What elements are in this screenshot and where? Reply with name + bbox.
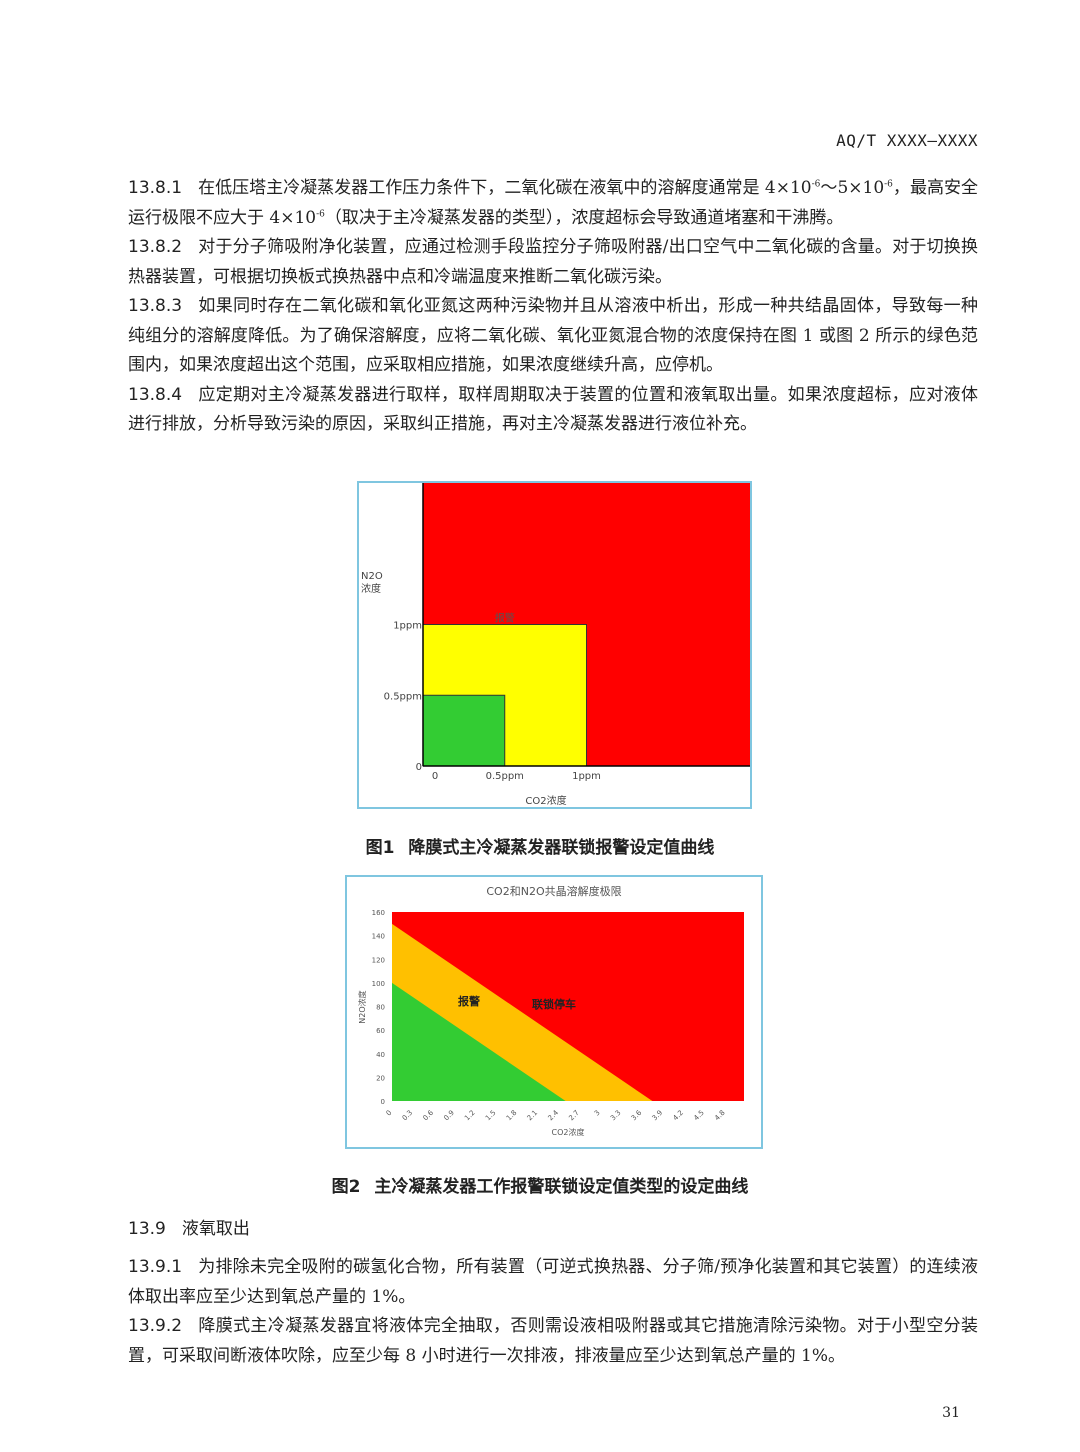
- x-tick-label: 1.2: [463, 1109, 477, 1123]
- x-tick-label: 0: [385, 1109, 394, 1118]
- y-tick-label: 80: [376, 1004, 385, 1012]
- y-tick-label: 100: [372, 980, 385, 988]
- section-heading: 13.9 液氧取出: [128, 1214, 250, 1239]
- paragraph: 13.8.2 对于分子筛吸附净化装置，应通过检测手段监控分子筛吸附器/出口空气中二…: [128, 233, 978, 292]
- section-title: 液氧取出: [181, 1219, 250, 1239]
- x-axis-label: CO2浓度: [525, 794, 566, 807]
- paragraph: 13.9.1 为排除未完全吸附的碳氢化合物，所有装置（可逆式换热器、分子筛/预净化…: [128, 1253, 978, 1312]
- clause-number: 13.8.3: [128, 296, 183, 316]
- figure-2-caption-text: 主冷凝蒸发器工作报警联锁设定值类型的设定曲线: [374, 1177, 749, 1197]
- paragraph: 13.8.1 在低压塔主冷凝蒸发器工作压力条件下，二氧化碳在液氧中的溶解度通常是 …: [128, 174, 978, 233]
- x-tick-label: 2.7: [567, 1109, 581, 1123]
- document-code: AQ/T XXXX—XXXX: [836, 131, 978, 150]
- x-tick-label: 0.5ppm: [486, 771, 524, 782]
- superscript: -6: [316, 208, 325, 219]
- paragraph-text: 为排除未完全吸附的碳氢化合物，所有装置（可逆式换热器、分子筛/预净化装置和其它装…: [128, 1257, 978, 1307]
- y-axis-label: N2O浓度: [357, 990, 367, 1023]
- paragraph-text: ，最高安全运行极限不应大于 4×10: [128, 178, 978, 228]
- paragraph-text: 如果同时存在二氧化碳和氧化亚氮这两种污染物并且从溶液中析出，形成一种共结晶固体，…: [128, 296, 978, 375]
- figure-2: CO2和N2O共晶溶解度极限报警 联锁停车 0 20 40 60 80 100 120 140 16…: [345, 875, 763, 1149]
- paragraph: 13.8.3 如果同时存在二氧化碳和氧化亚氮这两种污染物并且从溶液中析出，形成一种…: [128, 292, 978, 381]
- y-tick-label: 0: [381, 1098, 385, 1106]
- paragraph-text: （取决于主冷凝蒸发器的类型），浓度超标会导致通道堵塞和干沸腾。: [324, 207, 844, 228]
- paragraph-text: 降膜式主冷凝蒸发器宜将液体完全抽取，否则需设液相吸附器或其它措施清除污染物。对于…: [128, 1316, 978, 1366]
- chart-title: CO2和N2O共晶溶解度极限: [486, 884, 621, 898]
- x-tick-label: 0.3: [401, 1109, 415, 1123]
- x-tick-label: 3.9: [651, 1109, 665, 1123]
- x-tick-label: 4.2: [671, 1109, 685, 1123]
- clause-number: 13.9.2: [128, 1316, 183, 1336]
- body-text-13-8: 13.8.1 在低压塔主冷凝蒸发器工作压力条件下，二氧化碳在液氧中的溶解度通常是 …: [128, 174, 978, 440]
- region-label: 报警: [458, 994, 480, 1008]
- y-tick-label: 20: [376, 1074, 385, 1082]
- region-label: 报警: [495, 612, 515, 625]
- x-tick-label: 0.6: [422, 1108, 436, 1122]
- y-tick-label: 160: [372, 909, 385, 917]
- y-tick-label: 1ppm: [393, 621, 422, 632]
- x-tick-label: 0: [432, 771, 438, 782]
- paragraph-text: 在低压塔主冷凝蒸发器工作压力条件下，二氧化碳在液氧中的溶解度通常是 4×10: [198, 178, 812, 198]
- x-tick-label: 1ppm: [572, 771, 601, 782]
- body-text-13-9: 13.9.1 为排除未完全吸附的碳氢化合物，所有装置（可逆式换热器、分子筛/预净化…: [128, 1253, 978, 1371]
- clause-number: 13.8.2: [128, 237, 183, 257]
- paragraph-text: 对于分子筛吸附净化装置，应通过检测手段监控分子筛吸附器/出口空气中二氧化碳的含量…: [128, 237, 978, 287]
- paragraph: 13.8.4 应定期对主冷凝蒸发器进行取样，取样周期取决于装置的位置和液氧取出量。…: [128, 381, 978, 440]
- y-tick-label: 40: [376, 1051, 385, 1059]
- figure-2-label: 图2: [331, 1177, 361, 1197]
- figure-2-caption: 图2 主冷凝蒸发器工作报警联锁设定值类型的设定曲线: [0, 1172, 1080, 1197]
- clause-number: 13.8.1: [128, 178, 183, 198]
- paragraph-text: 应定期对主冷凝蒸发器进行取样，取样周期取决于装置的位置和液氧取出量。如果浓度超标…: [128, 384, 978, 435]
- page-number: 31: [942, 1405, 960, 1421]
- clause-number: 13.9.1: [128, 1257, 183, 1277]
- y-axis-label: N2O: [361, 571, 383, 582]
- y-tick-label: 140: [372, 933, 385, 941]
- figure-1-caption-text: 降膜式主冷凝蒸发器联锁报警设定值曲线: [408, 838, 715, 858]
- figure-1-caption: 图1 降膜式主冷凝蒸发器联锁报警设定值曲线: [0, 833, 1080, 858]
- y-axis-label: 浓度: [361, 582, 381, 595]
- x-axis-label: CO2浓度: [552, 1127, 585, 1137]
- section-number: 13.9: [128, 1219, 166, 1239]
- x-tick-label: 4.5: [692, 1109, 706, 1123]
- y-tick-label: 120: [372, 956, 385, 964]
- x-tick-label: 3.3: [609, 1109, 623, 1123]
- x-tick-label: 4.8: [713, 1109, 727, 1123]
- clause-number: 13.8.4: [128, 384, 183, 405]
- y-tick-label: 0.5ppm: [384, 691, 422, 702]
- x-tick-label: 3.6: [630, 1108, 644, 1122]
- x-tick-label: 1.5: [484, 1109, 498, 1123]
- paragraph: 13.9.2 降膜式主冷凝蒸发器宜将液体完全抽取，否则需设液相吸附器或其它措施清除…: [128, 1312, 978, 1371]
- y-tick-label: 0: [416, 762, 422, 773]
- region-label: 联锁停车: [532, 997, 576, 1011]
- superscript: -6: [811, 179, 821, 190]
- x-tick-label: 0.9: [442, 1109, 456, 1123]
- x-tick-label: 2.4: [547, 1108, 561, 1122]
- x-tick-label: 3: [593, 1109, 602, 1118]
- x-tick-label: 1.8: [505, 1109, 519, 1123]
- x-tick-label: 2.1: [526, 1109, 540, 1123]
- region-2: [422, 694, 506, 767]
- superscript: -6: [884, 179, 893, 190]
- figure-1-label: 图1: [365, 838, 395, 858]
- y-tick-label: 60: [376, 1027, 385, 1035]
- paragraph-text: ～5×10: [820, 178, 885, 198]
